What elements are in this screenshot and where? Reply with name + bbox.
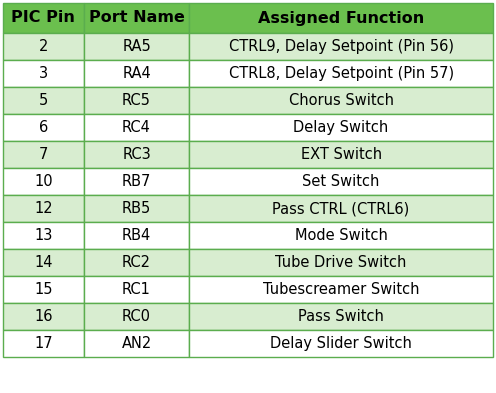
- Text: 15: 15: [34, 282, 53, 297]
- Bar: [189, 114, 493, 141]
- Bar: [3, 33, 84, 60]
- Text: RC2: RC2: [122, 255, 151, 270]
- Text: RC4: RC4: [122, 120, 151, 135]
- Text: Tubescreamer Switch: Tubescreamer Switch: [263, 282, 419, 297]
- Bar: [84, 168, 189, 195]
- Bar: [84, 195, 189, 222]
- Bar: [3, 141, 84, 168]
- Bar: [3, 303, 84, 330]
- Text: RC3: RC3: [122, 147, 151, 162]
- Bar: [3, 60, 84, 87]
- Bar: [3, 195, 84, 222]
- Text: AN2: AN2: [122, 336, 152, 351]
- Bar: [84, 303, 189, 330]
- Text: 3: 3: [39, 66, 48, 81]
- Bar: [189, 33, 493, 60]
- Text: Pass Switch: Pass Switch: [298, 309, 384, 324]
- Text: EXT Switch: EXT Switch: [301, 147, 381, 162]
- Text: 12: 12: [34, 201, 53, 216]
- Text: Set Switch: Set Switch: [303, 174, 380, 189]
- Bar: [84, 141, 189, 168]
- Bar: [3, 222, 84, 249]
- Text: 7: 7: [39, 147, 48, 162]
- Text: 14: 14: [34, 255, 53, 270]
- Text: CTRL8, Delay Setpoint (Pin 57): CTRL8, Delay Setpoint (Pin 57): [229, 66, 454, 81]
- Text: 17: 17: [34, 336, 53, 351]
- Text: Mode Switch: Mode Switch: [295, 228, 387, 243]
- Bar: [189, 195, 493, 222]
- Bar: [189, 222, 493, 249]
- Text: Assigned Function: Assigned Function: [258, 11, 424, 26]
- Bar: [189, 330, 493, 357]
- Bar: [84, 114, 189, 141]
- Text: Pass CTRL (CTRL6): Pass CTRL (CTRL6): [272, 201, 410, 216]
- Bar: [3, 114, 84, 141]
- Bar: [84, 87, 189, 114]
- Text: 2: 2: [39, 39, 48, 54]
- Text: Port Name: Port Name: [89, 11, 185, 26]
- Text: RC0: RC0: [122, 309, 151, 324]
- Bar: [189, 87, 493, 114]
- Bar: [84, 222, 189, 249]
- Text: RC5: RC5: [122, 93, 151, 108]
- Bar: [84, 33, 189, 60]
- Text: RC1: RC1: [122, 282, 151, 297]
- Bar: [3, 87, 84, 114]
- Bar: [84, 249, 189, 276]
- Text: CTRL9, Delay Setpoint (Pin 56): CTRL9, Delay Setpoint (Pin 56): [229, 39, 454, 54]
- Text: Delay Slider Switch: Delay Slider Switch: [270, 336, 412, 351]
- Bar: [189, 141, 493, 168]
- Bar: [84, 330, 189, 357]
- Bar: [3, 276, 84, 303]
- Bar: [189, 276, 493, 303]
- Bar: [3, 330, 84, 357]
- Bar: [189, 249, 493, 276]
- Bar: [84, 276, 189, 303]
- Text: Chorus Switch: Chorus Switch: [289, 93, 394, 108]
- Text: 5: 5: [39, 93, 48, 108]
- Bar: [3, 168, 84, 195]
- Text: RA4: RA4: [122, 66, 151, 81]
- Bar: [189, 3, 493, 33]
- Bar: [3, 249, 84, 276]
- Text: 16: 16: [34, 309, 53, 324]
- Text: 13: 13: [34, 228, 53, 243]
- Bar: [84, 3, 189, 33]
- Text: RB5: RB5: [122, 201, 151, 216]
- Text: PIC Pin: PIC Pin: [11, 11, 75, 26]
- Bar: [84, 60, 189, 87]
- Bar: [3, 3, 84, 33]
- Text: 10: 10: [34, 174, 53, 189]
- Text: Delay Switch: Delay Switch: [294, 120, 389, 135]
- Bar: [189, 60, 493, 87]
- Text: 6: 6: [39, 120, 48, 135]
- Bar: [189, 168, 493, 195]
- Text: RB7: RB7: [122, 174, 151, 189]
- Text: RA5: RA5: [122, 39, 151, 54]
- Text: Tube Drive Switch: Tube Drive Switch: [275, 255, 407, 270]
- Bar: [189, 303, 493, 330]
- Text: RB4: RB4: [122, 228, 151, 243]
